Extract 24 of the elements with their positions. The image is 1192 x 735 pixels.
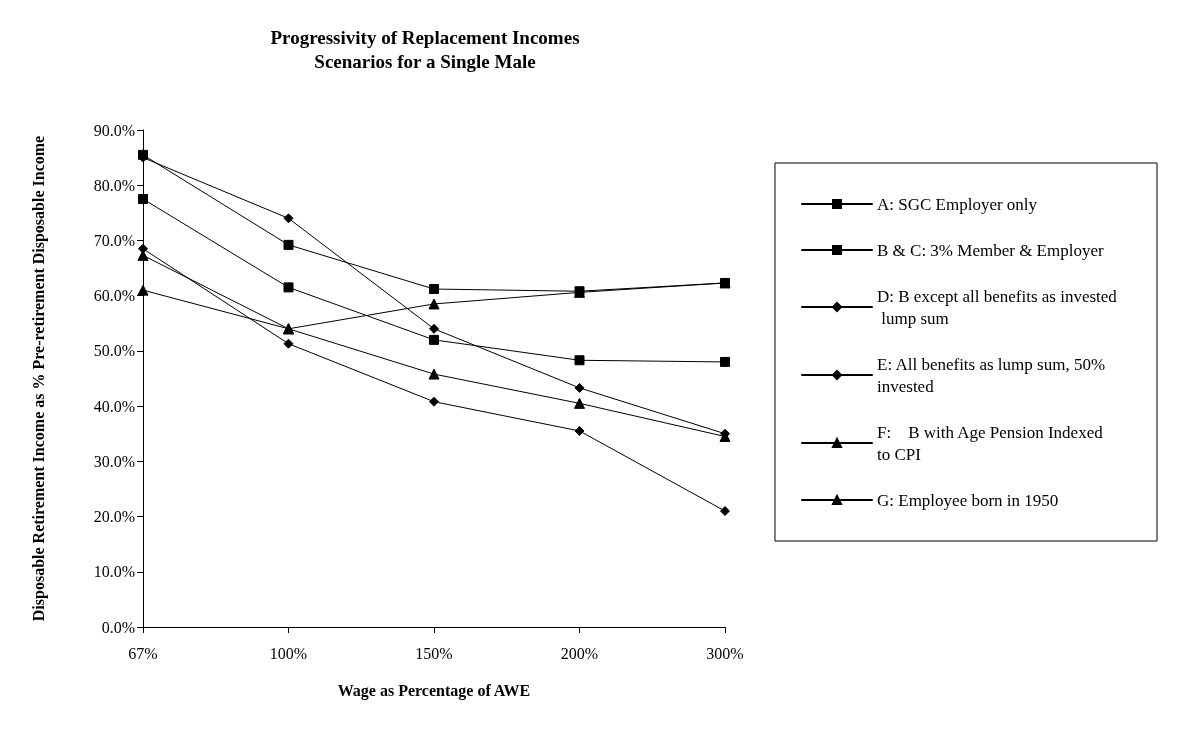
x-tick-label: 300% xyxy=(706,644,744,662)
x-tick-label: 67% xyxy=(128,644,158,662)
legend-label: A: SGC Employer only xyxy=(877,194,1038,214)
y-tick-label: 60.0% xyxy=(93,287,135,305)
legend-label: B & C: 3% Member & Employer xyxy=(877,240,1104,260)
y-axis-title: Disposable Retirement Income as % Pre-retirement Disposable Income xyxy=(29,135,48,622)
y-tick-label: 30.0% xyxy=(93,452,135,470)
legend-label: G: Employee born in 1950 xyxy=(877,490,1059,510)
legend-label: D: B except all benefits as invested lump sum xyxy=(877,286,1118,328)
y-tick-label: 40.0% xyxy=(93,397,135,415)
y-tick-label: 20.0% xyxy=(93,508,135,526)
x-tick-label: 100% xyxy=(269,644,308,662)
x-tick-label: 200% xyxy=(560,644,599,662)
x-axis-title: Wage as Percentage of AWE xyxy=(337,681,531,700)
y-tick-label: 10.0% xyxy=(93,563,135,581)
legend-label: E: All benefits as lump sum, 50% invested xyxy=(877,354,1110,396)
x-tick-label: 150% xyxy=(415,644,453,662)
y-tick-label: 70.0% xyxy=(93,231,135,249)
y-tick-label: 0.0% xyxy=(101,618,135,636)
legend-label: F: B with Age Pension Indexed to CPI xyxy=(877,422,1107,464)
y-tick-label: 80.0% xyxy=(93,176,135,194)
y-tick-label: 50.0% xyxy=(93,342,135,360)
y-tick-label: 90.0% xyxy=(93,121,135,139)
chart-title: Progressivity of Replacement Incomes Scenarios for a Single Male xyxy=(270,26,580,72)
